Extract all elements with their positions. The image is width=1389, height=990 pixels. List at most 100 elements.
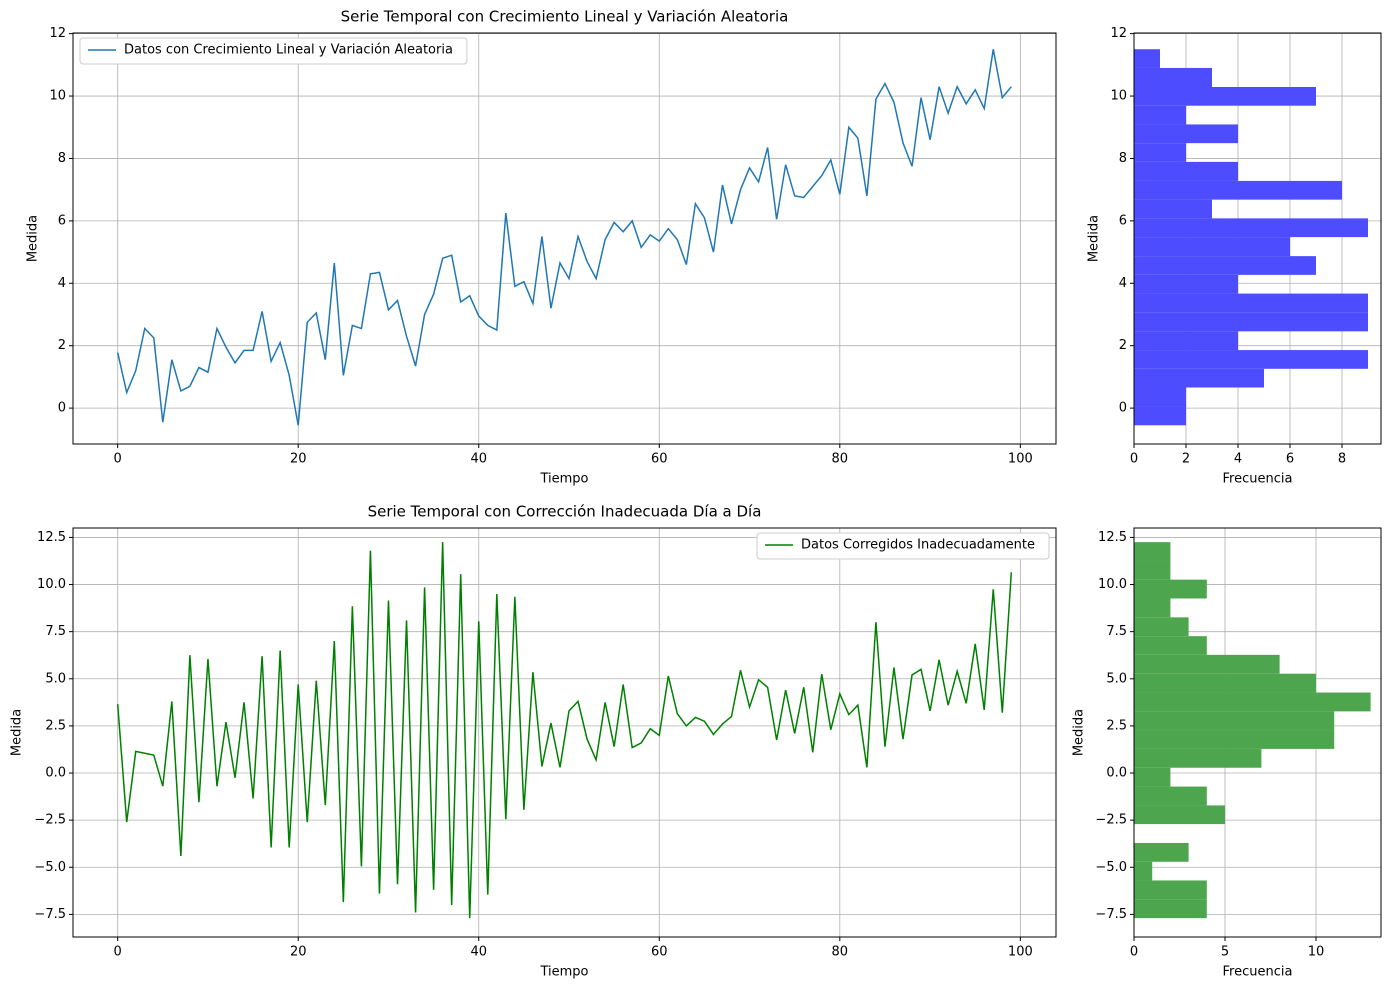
histogram-bar (1134, 767, 1171, 787)
x-tick-label: 100 (1008, 945, 1033, 960)
x-tick-label: 20 (290, 945, 307, 960)
y-tick-label: 0.0 (1106, 766, 1127, 781)
data-line (116, 49, 1012, 426)
histogram-bar (1134, 899, 1207, 919)
histogram-bar (1134, 49, 1160, 68)
y-tick-label: 12.5 (1098, 530, 1127, 545)
y-tick-label: 10 (49, 89, 66, 104)
histogram-bar (1134, 161, 1238, 181)
y-tick-label: 4 (58, 276, 66, 291)
histogram-bar (1134, 293, 1368, 313)
y-tick-label: 4 (1119, 276, 1127, 291)
y-tick-label: 10 (1110, 89, 1127, 104)
legend-box (79, 37, 468, 65)
histogram-bar (1134, 598, 1171, 618)
histogram-bar (1134, 692, 1371, 712)
histogram-bar (1134, 199, 1212, 219)
y-tick-label: 12 (1110, 26, 1127, 41)
y-axis-label: Medida (10, 709, 25, 756)
y-tick-label: 2.5 (1106, 718, 1127, 733)
histogram-bar (1134, 237, 1290, 257)
y-tick-label: −2.5 (34, 813, 66, 828)
legend-box (756, 532, 1050, 560)
histogram-bar (1134, 368, 1264, 388)
x-tick-label: 5 (1221, 945, 1229, 960)
x-tick-label: 100 (1008, 452, 1033, 467)
y-tick-label: −5.0 (34, 860, 66, 875)
y-tick-label: 8 (1119, 151, 1127, 166)
histogram-bar (1134, 842, 1189, 862)
histogram-bar (1134, 218, 1368, 238)
histogram-bar (1134, 805, 1226, 825)
x-tick-label: 4 (1234, 452, 1242, 467)
x-tick-label: 20 (290, 452, 307, 467)
x-tick-label: 0 (114, 452, 122, 467)
histogram-bar (1134, 256, 1316, 275)
y-tick-label: 2.5 (45, 718, 66, 733)
y-tick-label: 0 (58, 401, 66, 416)
histogram-bar (1134, 711, 1335, 731)
histogram-bar (1134, 180, 1342, 200)
histogram-bar (1134, 861, 1153, 881)
y-tick-label: −5.0 (1095, 860, 1127, 875)
histogram-bar (1134, 730, 1335, 749)
x-tick-label: 0 (1130, 945, 1138, 960)
y-tick-label: 7.5 (45, 624, 66, 639)
x-tick-label: 8 (1338, 452, 1346, 467)
histogram-bar (1134, 350, 1368, 369)
y-axis-label: Medida (26, 215, 41, 262)
histogram-bar (1134, 406, 1186, 426)
histogram-bar (1134, 124, 1238, 144)
y-tick-label: 2 (1119, 338, 1127, 353)
x-tick-label: 60 (651, 452, 668, 467)
y-tick-label: 7.5 (1106, 624, 1127, 639)
y-axis-label: Medida (1072, 709, 1087, 756)
chart-title: Serie Temporal con Corrección Inadecuada… (368, 503, 762, 521)
x-tick-label: 80 (832, 452, 849, 467)
histogram-bar (1134, 105, 1186, 125)
axes-frame (72, 527, 1057, 938)
histogram-bar (1134, 86, 1316, 106)
histogram-bar (1134, 67, 1212, 87)
x-tick-label: 60 (651, 945, 668, 960)
y-tick-label: −2.5 (1095, 813, 1127, 828)
x-tick-label: 2 (1182, 452, 1190, 467)
y-tick-label: −7.5 (34, 907, 66, 922)
y-tick-label: 5.0 (1106, 671, 1127, 686)
histogram-bar (1134, 560, 1171, 580)
x-axis-label: Frecuencia (1223, 472, 1293, 487)
axes-frame (72, 32, 1057, 445)
legend-label: Datos Corregidos Inadecuadamente (801, 538, 1035, 553)
histogram-bar (1134, 579, 1207, 599)
y-tick-label: 8 (58, 151, 66, 166)
x-tick-label: 80 (832, 945, 849, 960)
histogram-bar (1134, 617, 1189, 637)
chart-title: Serie Temporal con Crecimiento Lineal y … (341, 8, 789, 26)
histogram-bar (1134, 636, 1207, 655)
histogram-bar (1134, 880, 1207, 900)
y-tick-label: 10.0 (37, 577, 66, 592)
y-tick-label: 10.0 (1098, 577, 1127, 592)
histogram-bar (1134, 748, 1262, 768)
y-tick-label: 0 (1119, 401, 1127, 416)
y-tick-label: 2 (58, 338, 66, 353)
histogram-bar (1134, 274, 1238, 294)
legend-label: Datos con Crecimiento Lineal y Variación… (124, 43, 453, 58)
histogram-bar (1134, 654, 1280, 674)
x-tick-label: 10 (1308, 945, 1325, 960)
y-tick-label: 12.5 (37, 530, 66, 545)
y-tick-label: 0.0 (45, 766, 66, 781)
y-tick-label: −7.5 (1095, 907, 1127, 922)
x-tick-label: 6 (1286, 452, 1294, 467)
histogram-bar (1134, 786, 1207, 806)
data-line (116, 542, 1013, 919)
y-tick-label: 12 (49, 26, 66, 41)
x-axis-label: Tiempo (539, 965, 588, 980)
axes-frame (1133, 32, 1382, 445)
x-tick-label: 40 (470, 945, 487, 960)
y-tick-label: 5.0 (45, 671, 66, 686)
axes-frame (1133, 527, 1382, 938)
histogram-bar (1134, 387, 1186, 407)
histogram-bar (1134, 331, 1238, 351)
